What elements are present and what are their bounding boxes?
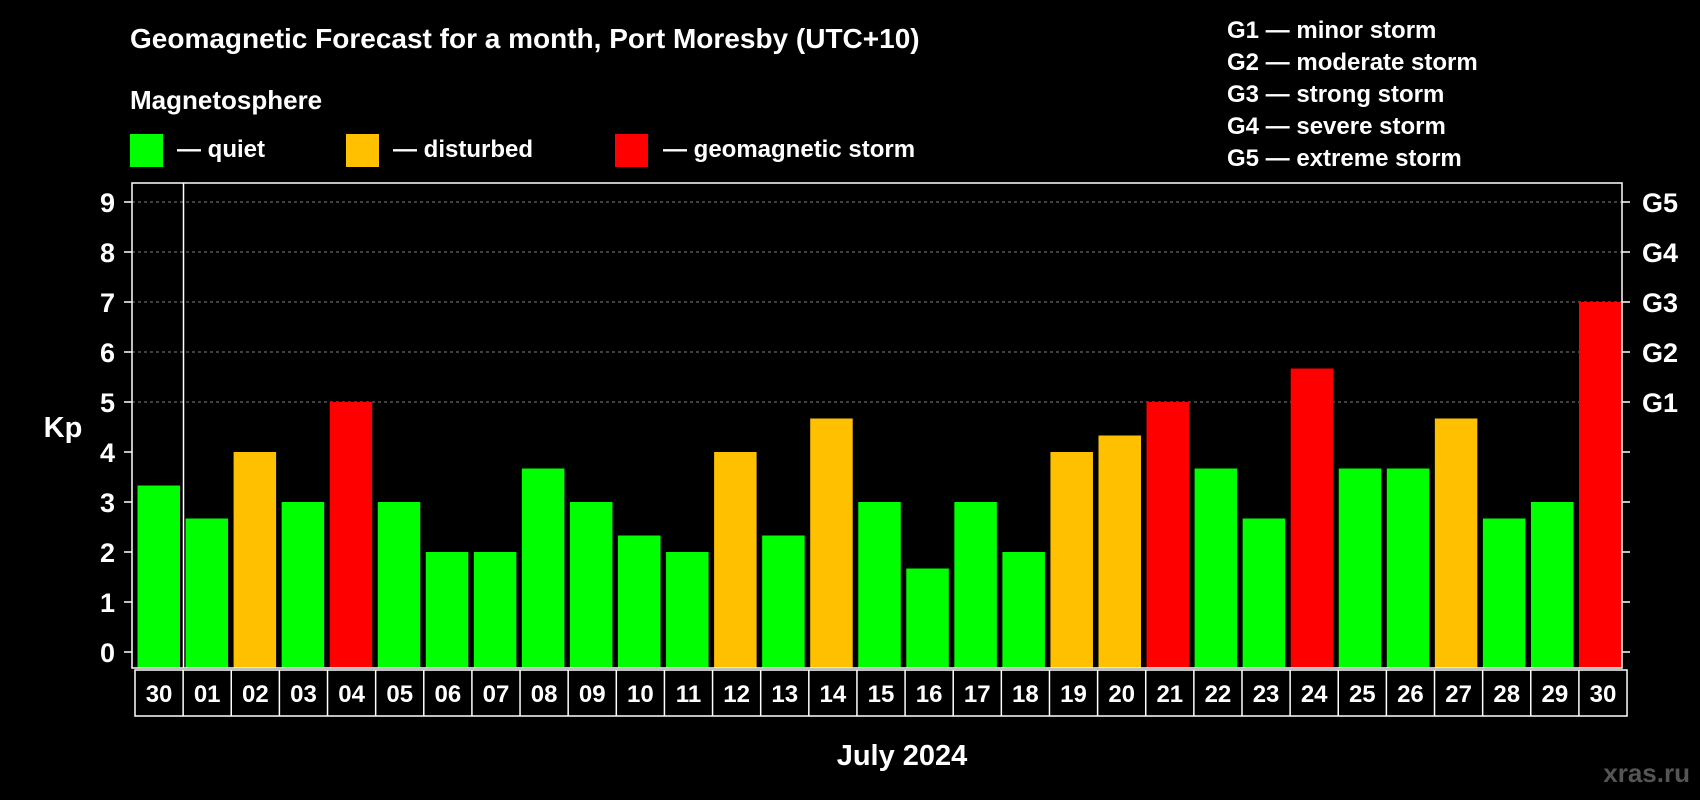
bar-10: [618, 535, 661, 668]
day-label-0: 30: [146, 681, 173, 708]
y-tick-label-5: 5: [100, 388, 115, 418]
day-label-28: 28: [1493, 681, 1520, 708]
day-label-9: 09: [579, 681, 606, 708]
bar-17: [954, 502, 997, 668]
y-axis-label: Kp: [44, 412, 83, 444]
bar-16: [906, 568, 949, 668]
bar-21: [1146, 402, 1190, 668]
legend-swatch-storm: [615, 134, 648, 167]
day-label-13: 13: [771, 681, 798, 708]
bar-29: [1530, 502, 1574, 668]
y-tick-label-0: 0: [100, 638, 115, 668]
day-label-15: 15: [868, 681, 895, 708]
day-label-26: 26: [1397, 681, 1424, 708]
day-label-25: 25: [1349, 681, 1376, 708]
bar-26: [1386, 468, 1430, 668]
legend-label-storm: — geomagnetic storm: [663, 136, 915, 163]
bar-11: [666, 552, 709, 668]
legend-label-quiet: — quiet: [177, 136, 265, 163]
day-label-29: 29: [1541, 681, 1568, 708]
day-label-19: 19: [1060, 681, 1087, 708]
day-label-23: 23: [1253, 681, 1280, 708]
storm-level-g3: G3 — strong storm: [1227, 81, 1444, 108]
bar-18: [1002, 552, 1045, 668]
storm-level-g1: G1 — minor storm: [1227, 17, 1436, 44]
bar-19: [1050, 452, 1093, 668]
y-tick-label-4: 4: [100, 438, 115, 468]
bar-4: [329, 402, 373, 668]
bar-3: [281, 502, 325, 668]
bar-28: [1482, 518, 1526, 668]
day-label-10: 10: [627, 681, 654, 708]
bar-27: [1434, 418, 1478, 668]
bar-6: [425, 552, 469, 668]
bar-15: [858, 502, 901, 668]
day-label-8: 08: [531, 681, 558, 708]
right-label-g1: G1: [1642, 388, 1678, 418]
day-label-7: 07: [483, 681, 510, 708]
right-label-g5: G5: [1642, 188, 1678, 218]
bar-25: [1338, 468, 1382, 668]
y-tick-label-1: 1: [100, 588, 115, 618]
right-label-g2: G2: [1642, 338, 1678, 368]
x-axis-label: July 2024: [837, 740, 968, 772]
y-tick-label-3: 3: [100, 488, 115, 518]
day-label-3: 03: [290, 681, 317, 708]
day-label-20: 20: [1108, 681, 1135, 708]
y-tick-label-6: 6: [100, 338, 115, 368]
day-label-4: 04: [338, 681, 365, 708]
bar-5: [377, 502, 421, 668]
day-label-2: 02: [242, 681, 269, 708]
y-tick-label-9: 9: [100, 188, 115, 218]
day-label-27: 27: [1445, 681, 1472, 708]
day-label-24: 24: [1301, 681, 1328, 708]
bar-9: [569, 502, 613, 668]
right-label-g4: G4: [1642, 238, 1678, 268]
legend-heading: Magnetosphere: [130, 85, 322, 115]
bar-20: [1098, 435, 1141, 668]
legend-swatch-disturbed: [346, 134, 379, 167]
watermark: xras.ru: [1603, 758, 1690, 788]
bar-13: [762, 535, 805, 668]
bar-22: [1194, 468, 1238, 668]
day-label-22: 22: [1205, 681, 1232, 708]
day-label-21: 21: [1156, 681, 1183, 708]
day-label-14: 14: [820, 681, 847, 708]
bar-14: [810, 418, 853, 668]
y-tick-label-2: 2: [100, 538, 115, 568]
y-tick-label-8: 8: [100, 238, 115, 268]
day-label-17: 17: [964, 681, 991, 708]
bar-2: [233, 452, 277, 668]
bar-23: [1242, 518, 1286, 668]
storm-level-g4: G4 — severe storm: [1227, 113, 1446, 140]
bar-8: [521, 468, 565, 668]
bar-30: [1579, 302, 1622, 668]
legend-label-disturbed: — disturbed: [393, 136, 533, 163]
bar-7: [473, 552, 517, 668]
day-label-16: 16: [916, 681, 943, 708]
day-label-11: 11: [676, 681, 701, 708]
right-label-g3: G3: [1642, 288, 1678, 318]
day-label-18: 18: [1012, 681, 1039, 708]
bar-1: [185, 518, 229, 668]
day-label-5: 05: [386, 681, 413, 708]
chart-title: Geomagnetic Forecast for a month, Port M…: [130, 23, 920, 54]
storm-level-g5: G5 — extreme storm: [1227, 145, 1462, 172]
y-tick-label-7: 7: [100, 288, 115, 318]
day-label-box: [134, 669, 1628, 717]
legend-swatch-quiet: [130, 134, 163, 167]
day-label-30: 30: [1590, 681, 1617, 708]
day-label-6: 06: [434, 681, 461, 708]
bar-12: [714, 452, 757, 668]
bar-24: [1290, 368, 1334, 668]
day-label-1: 01: [194, 681, 221, 708]
plot-frame: [131, 182, 1623, 669]
storm-level-g2: G2 — moderate storm: [1227, 49, 1478, 76]
day-label-12: 12: [723, 681, 750, 708]
bar-0: [137, 485, 180, 668]
